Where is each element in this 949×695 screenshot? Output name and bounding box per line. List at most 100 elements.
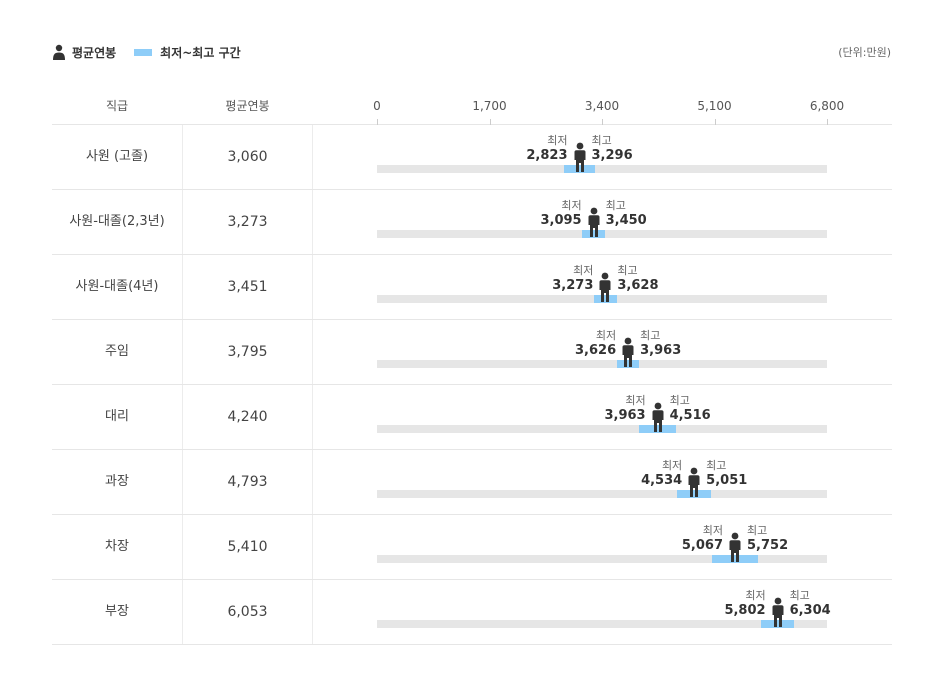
range-track	[377, 165, 827, 173]
max-label: 최고 5,051	[706, 459, 747, 489]
min-caption: 최저	[561, 199, 582, 212]
axis-tick-label: 3,400	[584, 99, 620, 113]
min-value: 2,823	[526, 148, 568, 163]
table-header: 직급 평균연봉 0 1,700 3,400 5,100 6,800	[52, 88, 892, 125]
unit-label: (단위:만원)	[838, 46, 891, 59]
min-value: 3,963	[604, 408, 646, 423]
max-value: 3,628	[617, 278, 659, 293]
max-caption: 최고	[706, 459, 727, 472]
row-title: 과장	[52, 450, 183, 514]
range-bar	[639, 425, 676, 433]
row-avg-value: 3,795	[183, 320, 313, 384]
range-bar	[616, 360, 640, 368]
max-caption: 최고	[605, 199, 626, 212]
axis-tick-mark	[489, 119, 491, 125]
legend-item-range: 최저~최고 구간	[134, 44, 241, 61]
table-row: 사원-대졸(2,3년) 3,273 최저 3,095 최고 3,450	[52, 190, 892, 255]
row-title: 사원-대졸(2,3년)	[52, 190, 183, 254]
column-header-avg: 평균연봉	[225, 99, 270, 113]
max-value: 3,963	[640, 343, 682, 358]
range-bar	[760, 620, 795, 628]
row-avg-value: 3,060	[183, 125, 313, 189]
axis-tick-label: 1,700	[472, 99, 507, 113]
max-label: 최고 3,963	[640, 329, 681, 359]
max-value: 6,304	[789, 603, 831, 618]
axis-tick-label: 0	[373, 99, 381, 113]
axis-tick-label: 5,100	[697, 99, 732, 113]
row-avg-value: 4,793	[183, 450, 313, 514]
min-label: 최저 3,273	[552, 264, 593, 294]
range-track	[377, 425, 827, 433]
min-caption: 최저	[745, 589, 766, 602]
axis-tick-mark	[714, 119, 716, 125]
max-value: 5,051	[706, 473, 748, 488]
min-caption: 최저	[625, 394, 646, 407]
table-row: 차장 5,410 최저 5,067 최고 5,752	[52, 515, 892, 580]
table-row: 부장 6,053 최저 5,802 최고 6,304	[52, 580, 892, 645]
legend-range-swatch	[134, 48, 153, 56]
max-value: 3,296	[591, 148, 633, 163]
max-label: 최고 4,516	[670, 394, 711, 424]
row-avg-value: 3,451	[183, 255, 313, 319]
row-title: 부장	[52, 580, 183, 644]
table-row: 대리 4,240 최저 3,963 최고 4,516	[52, 385, 892, 450]
table-body: 사원 (고졸) 3,060 최저 2,823 최고 3,296 사원-대졸(2,3년) 3,2…	[52, 119, 892, 645]
legend-item-avg: 평균연봉	[52, 44, 116, 61]
max-caption: 최고	[640, 329, 661, 342]
min-label: 최저 3,963	[604, 394, 645, 424]
min-value: 3,626	[575, 343, 617, 358]
min-caption: 최저	[573, 264, 594, 277]
min-value: 5,802	[724, 603, 766, 618]
min-label: 최저 3,626	[575, 329, 616, 359]
row-avg-value: 6,053	[183, 580, 313, 644]
row-title: 주임	[52, 320, 183, 384]
min-caption: 최저	[547, 134, 568, 147]
max-caption: 최고	[591, 134, 612, 147]
range-track	[377, 620, 827, 628]
table-row: 주임 3,795 최저 3,626 최고 3,963	[52, 320, 892, 385]
range-bar	[593, 295, 618, 303]
range-bar	[563, 165, 596, 173]
max-label: 최고 3,296	[592, 134, 633, 164]
axis-tick-mark	[827, 119, 828, 125]
axis-tick-mark	[602, 119, 603, 125]
range-bar	[712, 555, 758, 563]
max-caption: 최고	[789, 589, 810, 602]
max-caption: 최고	[747, 524, 768, 537]
max-value: 5,752	[747, 538, 789, 553]
row-title: 대리	[52, 385, 183, 449]
range-track	[377, 490, 827, 498]
min-value: 3,095	[540, 213, 582, 228]
min-label: 최저 3,095	[540, 199, 581, 229]
person-icon	[652, 402, 664, 432]
person-icon	[622, 337, 634, 367]
range-bar	[677, 490, 712, 498]
row-title: 차장	[52, 515, 183, 579]
person-icon	[588, 207, 600, 237]
row-avg-value: 3,273	[183, 190, 313, 254]
max-label: 최고 5,752	[747, 524, 788, 554]
table-row: 사원-대졸(4년) 3,451 최저 3,273 최고 3,628	[52, 255, 892, 320]
person-icon	[574, 142, 585, 172]
range-track	[377, 360, 827, 368]
max-caption: 최고	[617, 264, 638, 277]
person-icon	[772, 597, 784, 627]
axis-tick-mark	[377, 119, 378, 125]
min-value: 4,534	[641, 473, 683, 488]
min-label: 최저 4,534	[641, 459, 682, 489]
min-label: 최저 2,823	[526, 134, 567, 164]
max-label: 최고 3,628	[617, 264, 658, 294]
table-row: 과장 4,793 최저 4,534 최고 5,051	[52, 450, 892, 515]
row-avg-value: 5,410	[183, 515, 313, 579]
legend: 평균연봉 최저~최고 구간	[52, 42, 259, 62]
row-title: 사원-대졸(4년)	[52, 255, 183, 319]
person-icon	[729, 532, 741, 562]
max-label: 최고 6,304	[790, 589, 831, 619]
person-icon	[599, 272, 611, 302]
person-icon	[53, 44, 65, 60]
row-title: 사원 (고졸)	[52, 125, 183, 189]
legend-avg-label: 평균연봉	[72, 45, 117, 60]
min-value: 5,067	[681, 538, 724, 553]
column-header-title: 직급	[105, 99, 129, 113]
max-label: 최고 3,450	[606, 199, 647, 229]
